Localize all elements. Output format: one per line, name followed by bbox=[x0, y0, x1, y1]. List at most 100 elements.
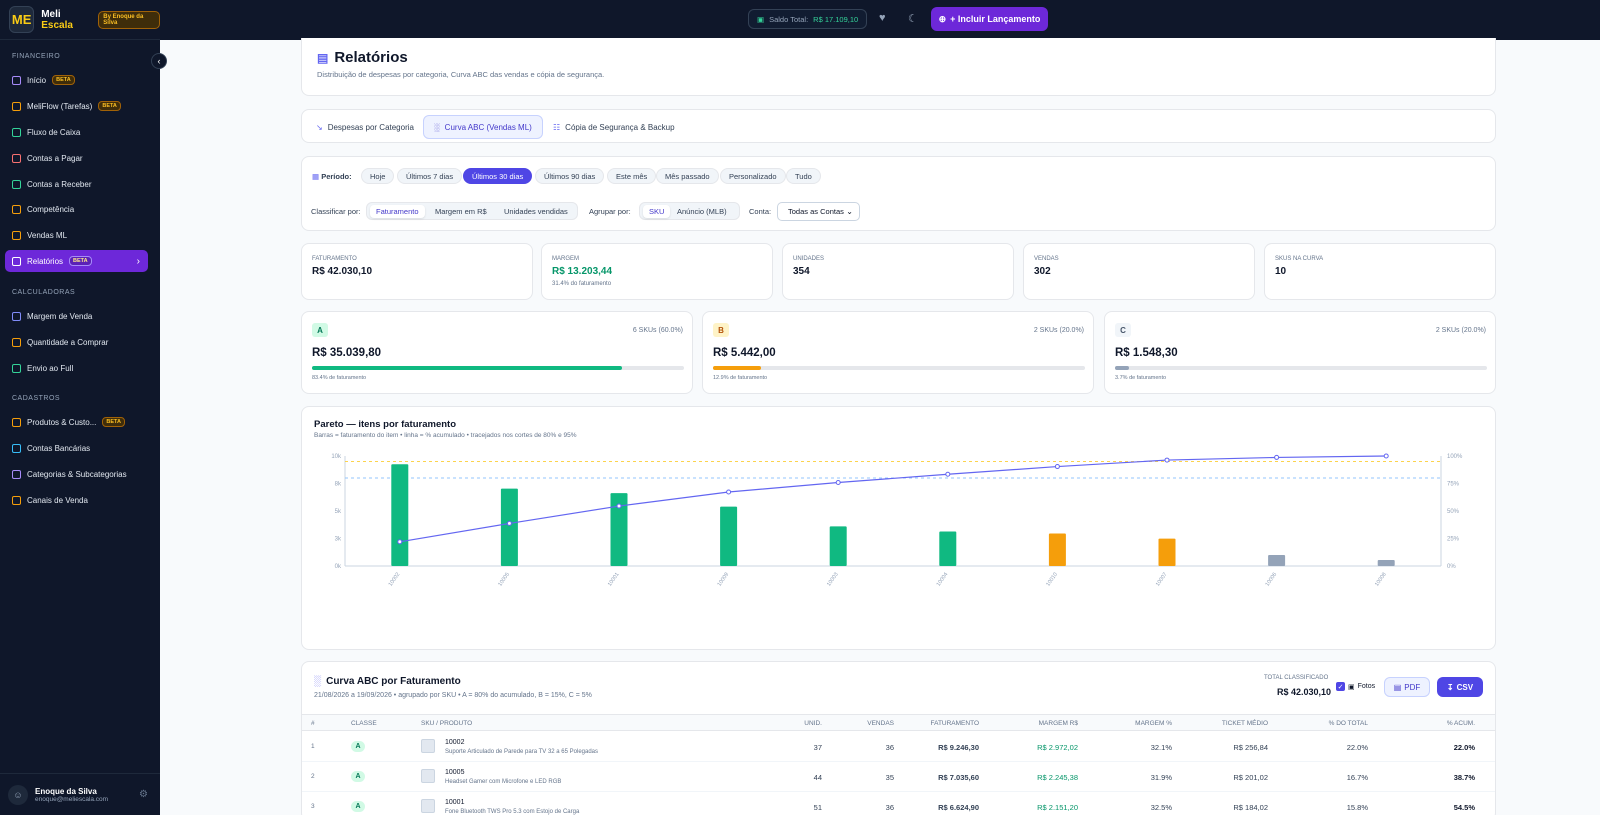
period-pill-3[interactable]: Últimos 90 dias bbox=[535, 168, 605, 184]
column-header[interactable]: VENDAS bbox=[867, 720, 894, 727]
section-calculadoras: CALCULADORAS bbox=[12, 289, 76, 296]
group-anuncio[interactable]: Anúncio (MLB) bbox=[677, 207, 727, 216]
sidebar-item-10[interactable]: Envio ao Full bbox=[5, 357, 148, 379]
group-sku[interactable]: SKU bbox=[643, 205, 671, 218]
pareto-bar bbox=[1048, 533, 1066, 566]
sidebar-item-14[interactable]: Canais de Venda bbox=[5, 489, 148, 511]
user-profile[interactable]: ☺ Enoque da Silva enoque@meliescala.com … bbox=[0, 773, 160, 815]
cell-tot: 22.0% bbox=[1346, 743, 1368, 752]
column-header[interactable]: % DO TOTAL bbox=[1328, 720, 1368, 727]
cell-ticket: R$ 201,02 bbox=[1233, 773, 1268, 782]
account-label: Conta: bbox=[749, 207, 772, 216]
column-header[interactable]: # bbox=[311, 720, 315, 727]
x-tick-label: 10003 bbox=[826, 572, 840, 588]
sidebar-item-11[interactable]: Produtos & Custo... BETA bbox=[5, 411, 148, 433]
account-select[interactable]: Todas as Contas ⌄ bbox=[777, 202, 860, 221]
tab-despesas[interactable]: ↘ Despesas por Categoria bbox=[316, 122, 414, 132]
pareto-bar bbox=[939, 531, 957, 566]
sidebar: ME Meli Escala By Enoque da Silva FINANC… bbox=[0, 0, 160, 815]
collapse-sidebar-button[interactable]: ‹ bbox=[151, 53, 167, 69]
tab-backup[interactable]: ☷ Cópia de Segurança & Backup bbox=[553, 122, 675, 132]
column-header[interactable]: TICKET MÉDIO bbox=[1221, 720, 1268, 727]
column-header[interactable]: SKU / PRODUTO bbox=[421, 720, 473, 727]
tab-curva-abc[interactable]: ░ Curva ABC (Vendas ML) bbox=[423, 115, 543, 139]
class-card-A bbox=[301, 311, 693, 394]
sidebar-item-0[interactable]: Início BETA bbox=[5, 69, 148, 91]
x-tick-label: 10009 bbox=[717, 572, 731, 588]
y-tick-left: 10k bbox=[331, 454, 342, 460]
product-thumbnail bbox=[421, 739, 435, 753]
download-icon: ↧ bbox=[1446, 682, 1454, 692]
table-row[interactable] bbox=[302, 733, 1495, 762]
sidebar-item-4[interactable]: Contas a Receber bbox=[5, 173, 148, 195]
class-value: R$ 1.548,30 bbox=[1115, 347, 1178, 359]
sidebar-item-3[interactable]: Contas a Pagar bbox=[5, 147, 148, 169]
sidebar-item-7[interactable]: Relatórios BETA › bbox=[5, 250, 148, 272]
kpi-subtext: 31.4% do faturamento bbox=[552, 281, 612, 287]
sidebar-item-6[interactable]: Vendas ML bbox=[5, 224, 148, 246]
period-pill-1[interactable]: Últimos 7 dias bbox=[397, 168, 463, 184]
classify-margem[interactable]: Margem em R$ bbox=[435, 207, 487, 216]
column-header[interactable]: UNID. bbox=[804, 720, 822, 727]
cell-fat: R$ 7.035,60 bbox=[938, 773, 979, 782]
cumulative-point bbox=[397, 539, 403, 545]
period-pill-5[interactable]: Mês passado bbox=[656, 168, 719, 184]
column-header[interactable]: CLASSE bbox=[351, 720, 377, 727]
column-header[interactable]: % ACUM. bbox=[1446, 720, 1475, 727]
beta-badge: BETA bbox=[69, 256, 92, 266]
class-subtext: 3.7% de faturamento bbox=[1115, 375, 1167, 381]
image-icon: ▣ bbox=[1348, 683, 1355, 691]
cell-n: 2 bbox=[311, 773, 315, 780]
tag-icon bbox=[12, 469, 21, 479]
column-header[interactable]: FATURAMENTO bbox=[930, 720, 979, 727]
cell-margp: 32.1% bbox=[1150, 743, 1172, 752]
settings-gear-icon[interactable]: ⚙ bbox=[139, 789, 148, 800]
column-header[interactable]: MARGEM % bbox=[1135, 720, 1172, 727]
sidebar-item-1[interactable]: MeliFlow (Tarefas) BETA bbox=[5, 95, 148, 117]
cell-sku: 10005 bbox=[445, 769, 465, 776]
calculator-icon bbox=[12, 311, 21, 321]
x-tick-label: 10010 bbox=[1045, 572, 1059, 588]
photos-toggle[interactable]: ✓ ▣ Fotos bbox=[1336, 682, 1376, 691]
period-pill-2[interactable]: Últimos 30 dias bbox=[463, 168, 533, 184]
cumulative-point bbox=[1164, 457, 1170, 463]
sidebar-item-2[interactable]: Fluxo de Caixa bbox=[5, 121, 148, 143]
x-tick-label: 10006 bbox=[1265, 572, 1279, 588]
class-progress-fill bbox=[312, 366, 623, 370]
cumulative-point bbox=[945, 471, 951, 477]
period-pill-4[interactable]: Este mês bbox=[607, 168, 657, 184]
sidebar-item-13[interactable]: Categorias & Subcategorias bbox=[5, 463, 148, 485]
add-entry-button[interactable]: ⊕ + Incluir Lançamento bbox=[931, 7, 1048, 31]
beta-badge: BETA bbox=[102, 417, 125, 427]
product-name: Fone Bluetooth TWS Pro 5.3 com Estojo de… bbox=[445, 809, 580, 815]
moon-icon[interactable]: ☾ bbox=[908, 13, 918, 25]
export-pdf-button[interactable]: ▤ PDF bbox=[1384, 677, 1430, 697]
classify-faturamento[interactable]: Faturamento bbox=[370, 205, 425, 218]
saldo-total[interactable]: ▣ Saldo Total: R$ 17.109,10 bbox=[748, 9, 868, 29]
app-logo[interactable]: ME bbox=[9, 6, 35, 33]
table-row[interactable] bbox=[302, 763, 1495, 792]
export-csv-button[interactable]: ↧ CSV bbox=[1437, 677, 1483, 697]
cell-cls: A bbox=[351, 741, 365, 752]
page-title: ▤ Relatórios bbox=[317, 49, 408, 66]
class-sku-count: 2 SKUs (20.0%) bbox=[1435, 327, 1486, 334]
class-progress-fill bbox=[1115, 366, 1129, 370]
kpi-label: VENDAS bbox=[1034, 256, 1059, 262]
period-pill-0[interactable]: Hoje bbox=[361, 168, 395, 184]
cart-icon bbox=[12, 337, 21, 347]
period-pill-7[interactable]: Tudo bbox=[786, 168, 821, 184]
column-header[interactable]: MARGEM R$ bbox=[1038, 720, 1078, 727]
x-tick-label: 10008 bbox=[1374, 572, 1388, 588]
sidebar-item-8[interactable]: Margem de Venda bbox=[5, 305, 148, 327]
sidebar-item-12[interactable]: Contas Bancárias bbox=[5, 437, 148, 459]
sidebar-item-5[interactable]: Competência bbox=[5, 198, 148, 220]
cell-vendas: 35 bbox=[885, 773, 894, 782]
period-pill-6[interactable]: Personalizado bbox=[720, 168, 786, 184]
classify-unidades[interactable]: Unidades vendidas bbox=[504, 207, 568, 216]
bell-icon[interactable]: ♥ bbox=[879, 12, 886, 24]
saldo-value: R$ 17.109,10 bbox=[813, 14, 859, 24]
sidebar-item-9[interactable]: Quantidade a Comprar bbox=[5, 331, 148, 353]
kpi-value: R$ 13.203,44 bbox=[552, 266, 613, 277]
sidebar-item-label: Contas a Pagar bbox=[27, 153, 83, 163]
class-subtext: 12.9% de faturamento bbox=[713, 375, 768, 381]
